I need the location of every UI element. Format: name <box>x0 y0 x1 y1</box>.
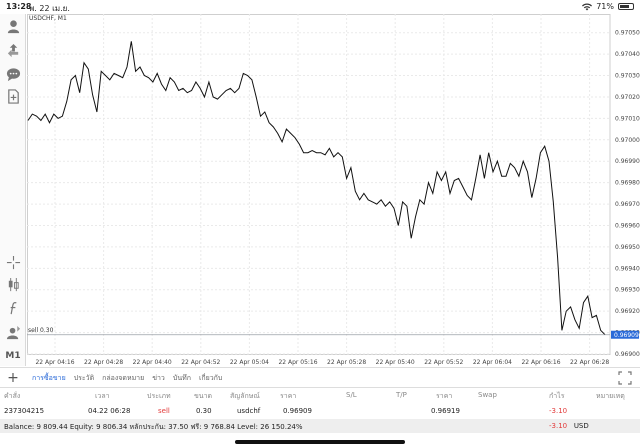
tab-3[interactable]: ข่าว <box>152 374 165 382</box>
balance-text: Balance: 9 809.44 Equity: 9 806.34 หลักป… <box>4 423 303 431</box>
order-profit: -3.10 <box>549 407 568 415</box>
order-time: 04.22 06:28 <box>88 407 131 415</box>
y-tick-label: 0.96930 <box>615 287 640 294</box>
x-tick-label: 22 Apr 04:28 <box>84 359 123 366</box>
y-tick-label: 0.96970 <box>615 201 640 208</box>
orders-table-header: คำสั่ง เวลา ประเภท ขนาด สัญลักษณ์ ราคา S/L T/P ร… <box>0 389 640 403</box>
column-header-7[interactable]: T/P <box>396 391 407 399</box>
order-price: 0.96909 <box>283 407 312 415</box>
y-tick-label: 0.97030 <box>615 73 640 80</box>
x-tick-label: 22 Apr 06:16 <box>521 359 560 366</box>
balance-summary-bar: Balance: 9 809.44 Equity: 9 806.34 หลักป… <box>0 419 640 433</box>
x-tick-label: 22 Apr 05:04 <box>230 359 269 366</box>
y-tick-label: 0.96900 <box>615 351 640 358</box>
y-tick-label: 0.97040 <box>615 51 640 58</box>
tab-0[interactable]: การซื้อขาย <box>32 374 66 382</box>
column-header-6[interactable]: S/L <box>346 391 357 399</box>
order-id: 237304215 <box>4 407 45 415</box>
column-header-8[interactable]: ราคา <box>436 392 453 400</box>
y-tick-label: 0.96990 <box>615 158 640 165</box>
trade-arrows-icon[interactable] <box>5 42 21 58</box>
indicator-f-icon[interactable] <box>5 300 21 316</box>
column-header-0[interactable]: คำสั่ง <box>4 392 21 400</box>
price-chart[interactable]: 0.97050 0.97040 0.97030 0.97020 0.97010 0.970… <box>27 14 640 366</box>
status-bar: 13:28 พ. 22 เม.ย. 71% <box>0 0 640 14</box>
new-document-icon[interactable] <box>5 88 21 104</box>
order-type: sell <box>158 407 170 415</box>
account-icon[interactable] <box>5 18 21 34</box>
y-tick-label: 0.97020 <box>615 94 640 101</box>
y-tick-label: 0.96980 <box>615 180 640 187</box>
status-time: 13:28 <box>6 2 32 11</box>
total-profit-value: -3.10 <box>549 422 568 430</box>
y-tick-label: 0.96960 <box>615 222 640 229</box>
left-toolbar: M1 <box>0 14 26 366</box>
column-header-5[interactable]: ราคา <box>280 392 297 400</box>
x-tick-label: 22 Apr 05:40 <box>376 359 415 366</box>
x-tick-label: 22 Apr 04:40 <box>133 359 172 366</box>
chart-canvas: 0.97050 0.97040 0.97030 0.97020 0.97010 0.970… <box>27 14 640 366</box>
current-price-marker <box>611 330 639 339</box>
total-profit: -3.10 USD <box>549 422 589 430</box>
tab-1[interactable]: ประวัติ <box>73 374 95 382</box>
x-tick-label: 22 Apr 04:52 <box>181 359 220 366</box>
sell-order-line-label: sell 0.30 <box>28 326 54 334</box>
expand-panel-icon[interactable] <box>618 371 632 385</box>
status-date: พ. 22 เม.ย. <box>29 4 70 13</box>
add-order-button[interactable]: + <box>7 370 19 386</box>
bottom-tab-bar: + การซื้อขาย ประวัติ กล่องจดหมาย ข่าว บันทึก… <box>0 367 640 388</box>
battery-icon <box>618 3 634 10</box>
column-header-1[interactable]: เวลา <box>95 392 110 400</box>
crosshair-icon[interactable] <box>5 254 21 270</box>
tab-4[interactable]: บันทึก <box>172 374 191 382</box>
x-tick-label: 22 Apr 05:52 <box>424 359 463 366</box>
x-tick-label: 22 Apr 06:28 <box>570 359 609 366</box>
tab-5[interactable]: เกี่ยวกับ <box>198 374 223 382</box>
chart-frame <box>27 14 611 355</box>
timeframe-m1-button[interactable]: M1 <box>5 351 21 361</box>
order-current-price: 0.96919 <box>431 407 460 415</box>
column-header-11[interactable]: หมายเหตุ <box>596 392 625 400</box>
objects-icon[interactable] <box>5 324 21 340</box>
column-header-2[interactable]: ประเภท <box>147 392 171 400</box>
order-size: 0.30 <box>196 407 212 415</box>
table-row[interactable]: 237304215 04.22 06:28 sell 0.30 usdchf 0… <box>0 404 640 418</box>
wifi-icon <box>582 2 593 10</box>
order-symbol: usdchf <box>237 407 261 415</box>
column-header-9[interactable]: Swap <box>478 391 497 399</box>
column-header-4[interactable]: สัญลักษณ์ <box>230 392 260 400</box>
price-series-line <box>27 41 606 336</box>
tab-2[interactable]: กล่องจดหมาย <box>102 374 145 382</box>
status-right: 71% <box>582 2 634 11</box>
x-tick-label: 22 Apr 05:28 <box>327 359 366 366</box>
chart-symbol-label: USDCHF, M1 <box>29 15 67 22</box>
y-tick-label: 0.96950 <box>615 244 640 251</box>
y-tick-label: 0.96920 <box>615 308 640 315</box>
x-tick-label: 22 Apr 06:04 <box>473 359 512 366</box>
terminal-tabs: การซื้อขาย ประวัติ กล่องจดหมาย ข่าว บันทึก เก… <box>32 373 222 384</box>
x-tick-label: 22 Apr 05:16 <box>278 359 317 366</box>
column-header-10[interactable]: กำไร <box>549 392 565 400</box>
chat-icon[interactable] <box>5 66 21 82</box>
y-tick-label: 0.96940 <box>615 265 640 272</box>
column-header-3[interactable]: ขนาด <box>194 392 213 400</box>
y-tick-label: 0.97000 <box>615 137 640 144</box>
y-tick-label: 0.97050 <box>615 30 640 37</box>
battery-percent: 71% <box>596 2 614 11</box>
x-tick-label: 22 Apr 04:16 <box>35 359 74 366</box>
total-profit-currency: USD <box>573 422 589 430</box>
home-indicator <box>235 440 405 444</box>
y-tick-label: 0.97010 <box>615 115 640 122</box>
candlestick-icon[interactable] <box>5 276 21 292</box>
current-price-label: 0.96909 <box>614 332 639 339</box>
